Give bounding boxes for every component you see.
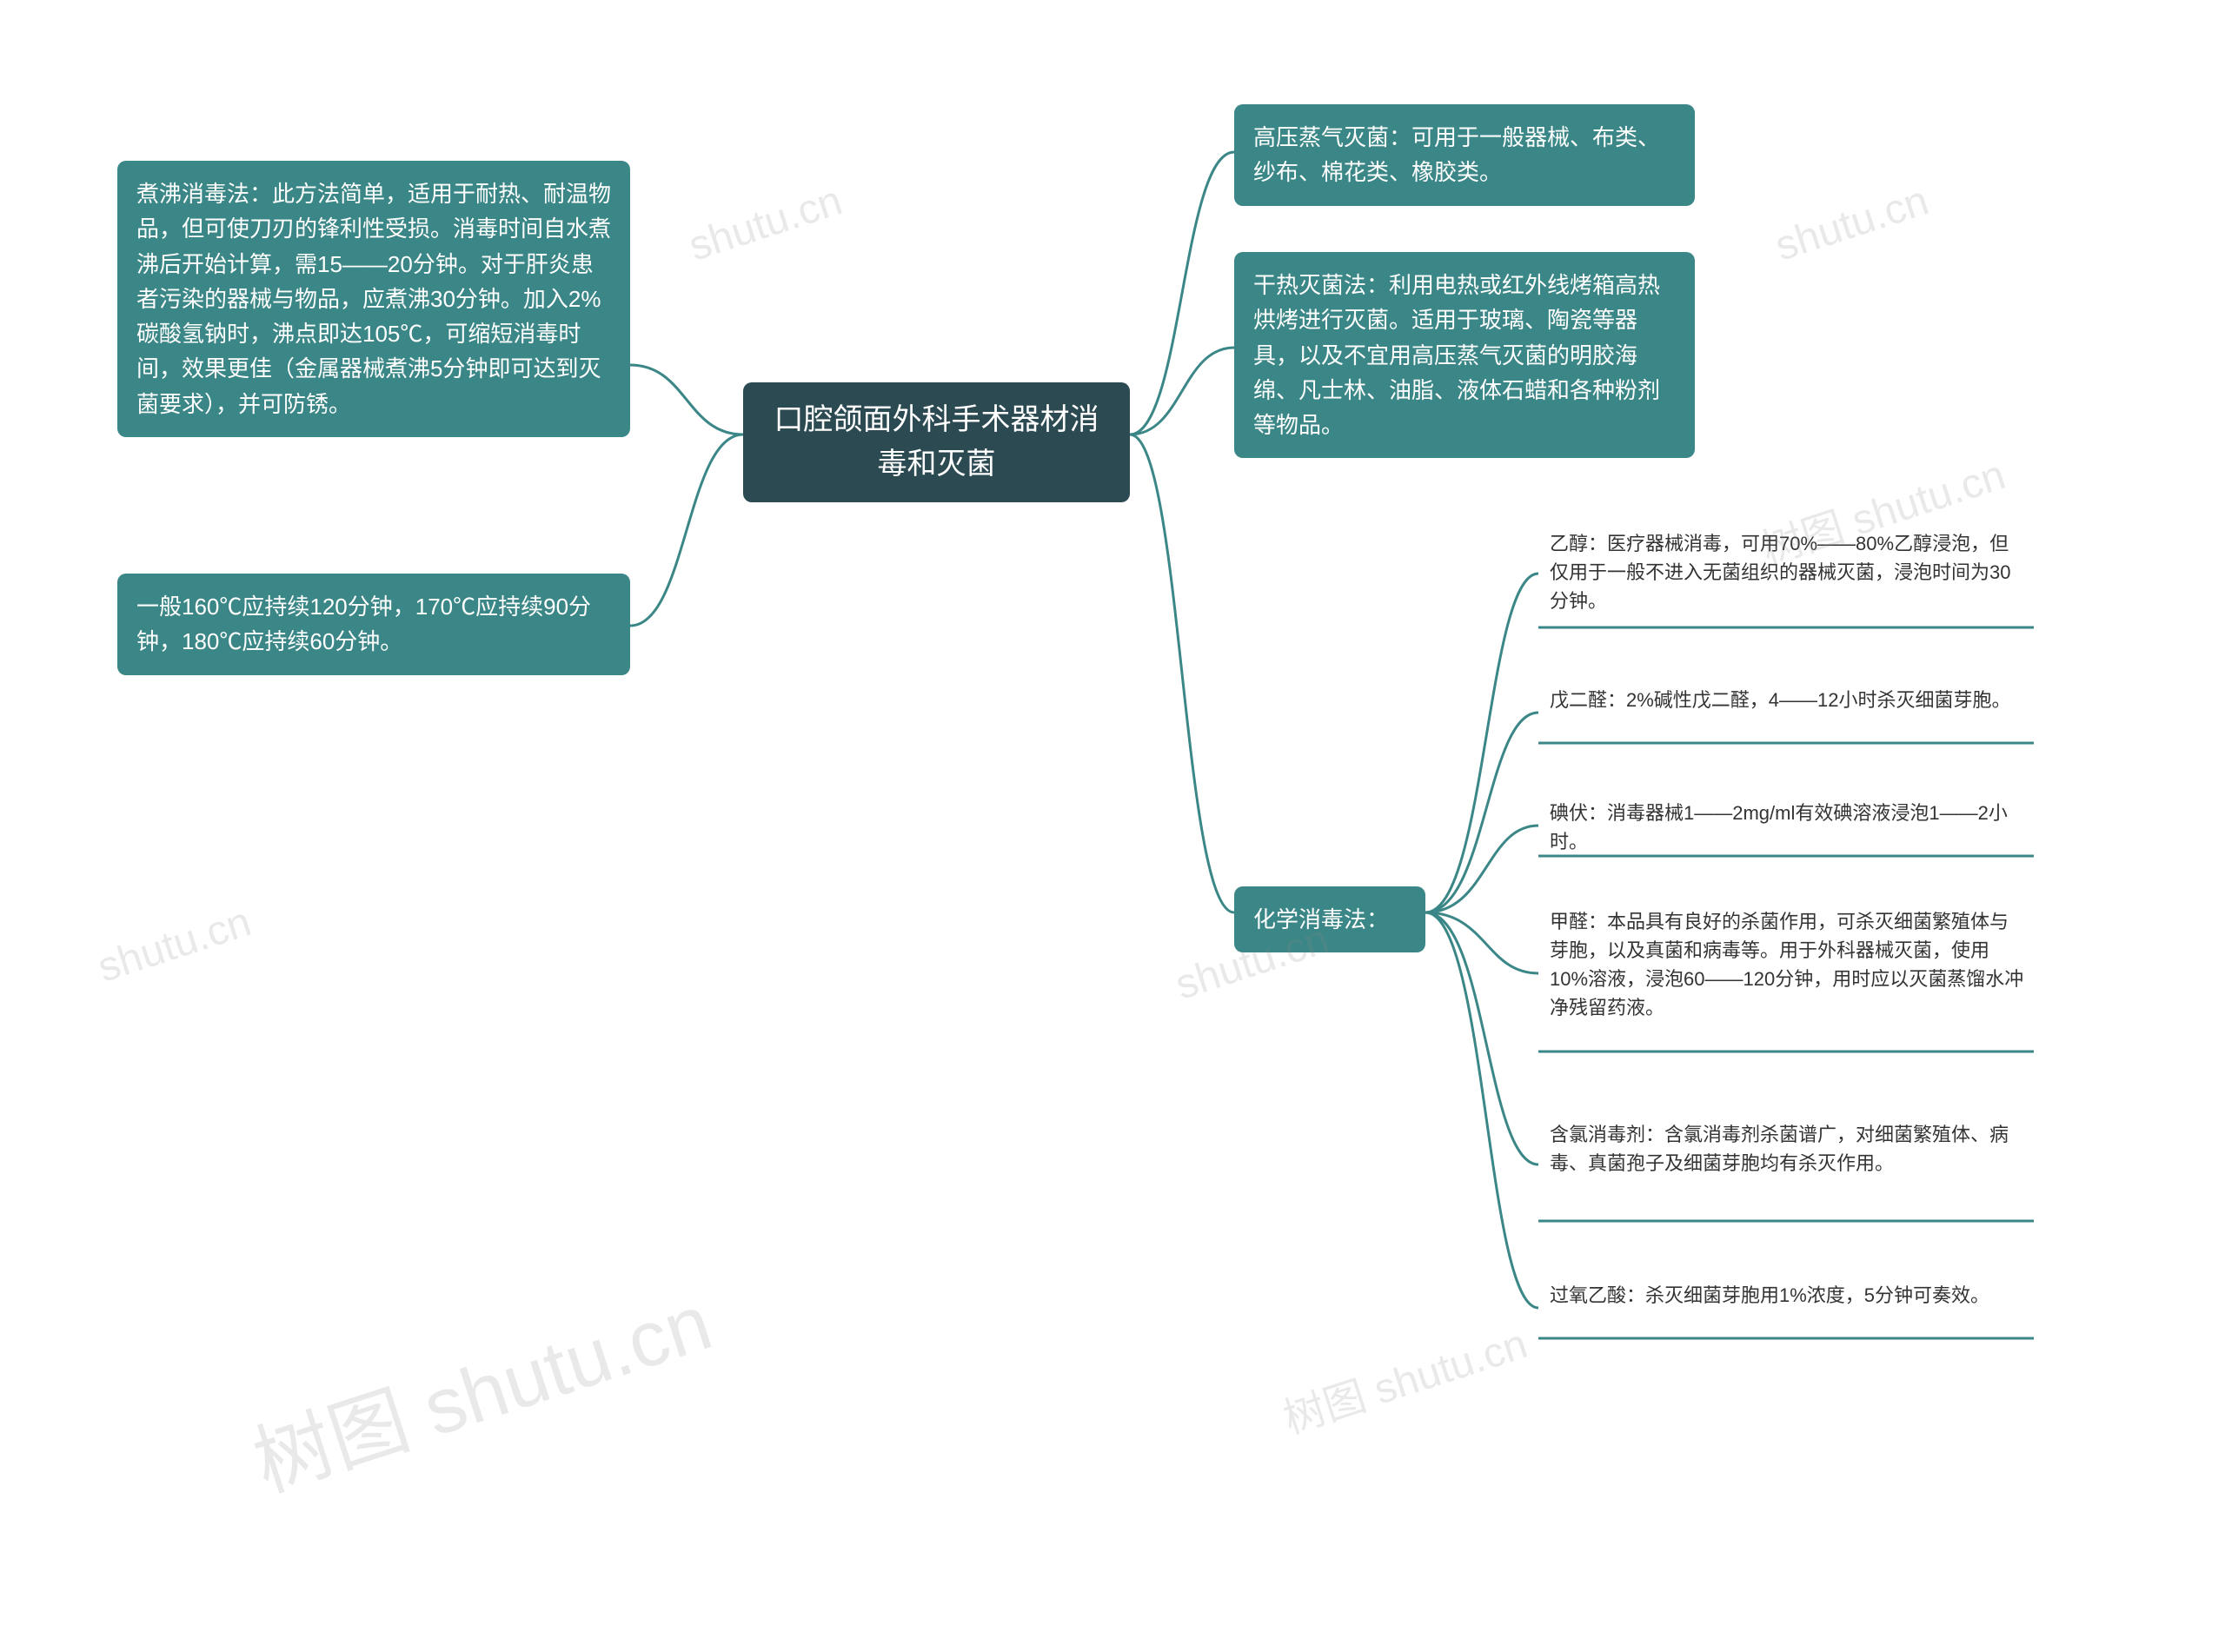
root-title-2: 毒和灭菌	[762, 442, 1111, 487]
leaf-formaldehyde-text: 甲醛：本品具有良好的杀菌作用，可杀灭细菌繁殖体与芽胞，以及真菌和病毒等。用于外科…	[1550, 911, 2023, 1018]
leaf-chlorine-text: 含氯消毒剂：含氯消毒剂杀菌谱广，对细菌繁殖体、病毒、真菌孢子及细菌芽胞均有杀灭作…	[1550, 1124, 2009, 1174]
left-node-boiling[interactable]: 煮沸消毒法：此方法简单，适用于耐热、耐温物品，但可使刀刃的锋利性受损。消毒时间自…	[117, 161, 630, 437]
leaf-glutaraldehyde-text: 戊二醛：2%碱性戊二醛，4——12小时杀灭细菌芽胞。	[1550, 689, 2011, 711]
watermark-6: 树图 shutu.cn	[237, 1259, 723, 1513]
leaf-ethanol-text: 乙醇：医疗器械消毒，可用70%——80%乙醇浸泡，但仅用于一般不进入无菌组织的器…	[1550, 533, 2010, 612]
right-node-autoclave[interactable]: 高压蒸气灭菌：可用于一般器械、布类、纱布、棉花类、橡胶类。	[1234, 104, 1695, 206]
leaf-iodophor[interactable]: 碘伏：消毒器械1——2mg/ml有效碘溶液浸泡1——2小时。	[1543, 795, 2034, 859]
watermark-1: shutu.cn	[683, 176, 848, 270]
watermark-2: shutu.cn	[1770, 176, 1935, 270]
leaf-ethanol[interactable]: 乙醇：医疗器械消毒，可用70%——80%乙醇浸泡，但仅用于一般不进入无菌组织的器…	[1543, 526, 2034, 619]
leaf-formaldehyde[interactable]: 甲醛：本品具有良好的杀菌作用，可杀灭细菌繁殖体与芽胞，以及真菌和病毒等。用于外科…	[1543, 904, 2034, 1025]
leaf-peracetic[interactable]: 过氧乙酸：杀灭细菌芽胞用1%浓度，5分钟可奏效。	[1543, 1277, 2034, 1313]
right-dryheat-text: 干热灭菌法：利用电热或红外线烤箱高热烘烤进行灭菌。适用于玻璃、陶瓷等器具，以及不…	[1253, 272, 1660, 438]
leaf-peracetic-text: 过氧乙酸：杀灭细菌芽胞用1%浓度，5分钟可奏效。	[1550, 1284, 1989, 1306]
left-node-temperature[interactable]: 一般160℃应持续120分钟，170℃应持续90分钟，180℃应持续60分钟。	[117, 574, 630, 675]
watermark-4: shutu.cn	[92, 898, 257, 992]
leaf-iodophor-text: 碘伏：消毒器械1——2mg/ml有效碘溶液浸泡1——2小时。	[1550, 802, 2008, 853]
right-node-chemical[interactable]: 化学消毒法：	[1234, 886, 1425, 952]
right-autoclave-text: 高压蒸气灭菌：可用于一般器械、布类、纱布、棉花类、橡胶类。	[1253, 124, 1660, 185]
root-node[interactable]: 口腔颌面外科手术器材消 毒和灭菌	[743, 382, 1130, 502]
leaf-chlorine[interactable]: 含氯消毒剂：含氯消毒剂杀菌谱广，对细菌繁殖体、病毒、真菌孢子及细菌芽胞均有杀灭作…	[1543, 1117, 2034, 1181]
root-title-1: 口腔颌面外科手术器材消	[762, 398, 1111, 442]
right-node-dryheat[interactable]: 干热灭菌法：利用电热或红外线烤箱高热烘烤进行灭菌。适用于玻璃、陶瓷等器具，以及不…	[1234, 252, 1695, 458]
left-boiling-text: 煮沸消毒法：此方法简单，适用于耐热、耐温物品，但可使刀刃的锋利性受损。消毒时间自…	[136, 181, 611, 417]
leaf-glutaraldehyde[interactable]: 戊二醛：2%碱性戊二醛，4——12小时杀灭细菌芽胞。	[1543, 682, 2034, 718]
right-chemical-label: 化学消毒法：	[1253, 906, 1389, 932]
watermark-7: 树图 shutu.cn	[1274, 1310, 1533, 1445]
left-temperature-text: 一般160℃应持续120分钟，170℃应持续90分钟，180℃应持续60分钟。	[136, 594, 591, 654]
